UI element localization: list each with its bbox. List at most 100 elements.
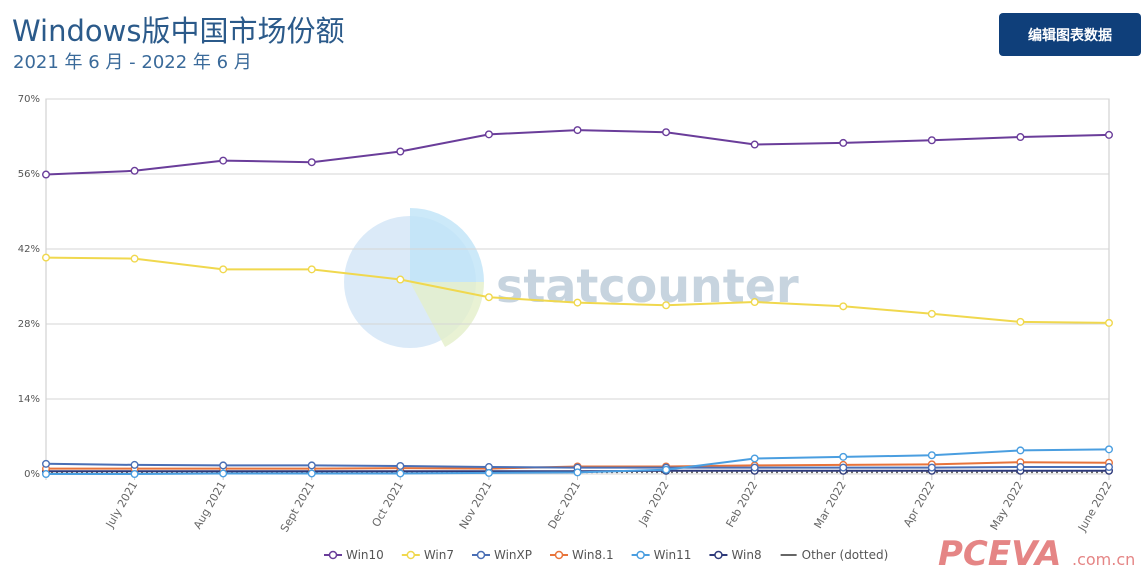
data-point[interactable] [42, 253, 51, 262]
legend-label: Win7 [424, 548, 454, 562]
data-point[interactable] [396, 461, 405, 470]
data-point[interactable] [1104, 463, 1113, 472]
x-axis: July 2021 Aug 2021 Sept 2021 Oct 2021 Nov 20… [45, 474, 1115, 534]
legend-item[interactable]: Win11 [631, 548, 692, 562]
data-point[interactable] [573, 468, 582, 477]
data-point[interactable] [662, 128, 671, 137]
legend-label: WinXP [494, 548, 532, 562]
legend-item[interactable]: Win10 [324, 548, 384, 562]
legend-item[interactable]: Win7 [401, 548, 454, 562]
data-point[interactable] [750, 463, 759, 472]
data-point[interactable] [839, 463, 848, 472]
data-point[interactable] [396, 275, 405, 284]
data-point[interactable] [839, 138, 848, 147]
data-point[interactable] [1016, 463, 1025, 472]
data-point[interactable] [927, 136, 936, 145]
x-tick-label: Mar 2022 [811, 479, 848, 531]
legend-item[interactable]: Win8 [709, 548, 762, 562]
data-point[interactable] [130, 460, 139, 469]
data-point[interactable] [307, 469, 316, 478]
legend-swatch [328, 550, 338, 560]
legend-label: Win8 [731, 548, 761, 562]
data-point[interactable] [662, 465, 671, 474]
pceva-logo-text: PCEVA [938, 534, 1061, 572]
legend-swatch [406, 550, 416, 560]
legend-item[interactable]: WinXP [472, 548, 532, 562]
data-point[interactable] [839, 452, 848, 461]
data-point[interactable] [484, 468, 493, 477]
data-point[interactable] [42, 470, 51, 479]
x-tick-label: Sept 2021 [278, 479, 318, 534]
data-point[interactable] [573, 298, 582, 307]
data-point[interactable] [750, 140, 759, 149]
legend: Win10 Win7 WinXP Win8.1 Win11 Win8 Other (dott… [324, 548, 888, 562]
data-point[interactable] [307, 158, 316, 167]
data-point[interactable] [1104, 318, 1113, 327]
data-point[interactable] [307, 461, 316, 470]
y-axis: 0% 14% 28% 42% 56% 70% [18, 94, 40, 480]
data-point[interactable] [839, 302, 848, 311]
x-tick-label: Apr 2022 [901, 479, 938, 529]
data-point[interactable] [927, 451, 936, 460]
x-tick-label: Oct 2021 [369, 479, 406, 529]
data-point[interactable] [573, 126, 582, 135]
legend-label: Win10 [346, 548, 384, 562]
data-point[interactable] [219, 156, 228, 165]
legend-swatch [636, 550, 645, 560]
data-point[interactable] [219, 469, 228, 478]
legend-item[interactable]: Win8.1 [550, 548, 614, 562]
data-point[interactable] [396, 147, 405, 156]
data-point[interactable] [750, 454, 759, 463]
data-point[interactable] [484, 293, 493, 302]
series-line [45, 129, 1110, 176]
x-tick-label: July 2021 [103, 479, 140, 531]
data-point[interactable] [1016, 317, 1025, 326]
data-point[interactable] [927, 463, 936, 472]
statcounter-logo-slice-icon [410, 208, 484, 282]
statcounter-logo-slice2-icon [410, 282, 484, 347]
data-point[interactable] [130, 166, 139, 175]
data-point[interactable] [1104, 445, 1113, 454]
legend-label: Win8.1 [572, 548, 614, 562]
data-point[interactable] [130, 470, 139, 479]
data-point[interactable] [750, 298, 759, 307]
series-win7 [42, 253, 1113, 327]
legend-swatch [554, 550, 564, 560]
x-tick-label: Feb 2022 [724, 479, 761, 530]
chart-title: Windows版中国市场份额 [12, 14, 345, 48]
series-group [42, 126, 1113, 479]
series-win10 [42, 126, 1113, 179]
data-point[interactable] [219, 265, 228, 274]
data-point[interactable] [1016, 133, 1025, 142]
x-tick-label: Nov 2021 [457, 479, 495, 531]
data-point[interactable] [662, 301, 671, 310]
y-tick-label: 70% [18, 94, 40, 105]
data-point[interactable] [484, 130, 493, 139]
data-point[interactable] [396, 469, 405, 478]
data-point[interactable] [42, 459, 51, 468]
pceva-logo: PCEVA .com.cn [938, 534, 1135, 572]
legend-item[interactable]: Other (dotted) [780, 548, 889, 562]
y-tick-label: 28% [18, 319, 40, 330]
legend-swatch [476, 550, 486, 560]
x-tick-label: June 2022 [1075, 479, 1114, 534]
chart-subtitle: 2021 年 6 月 - 2022 年 6 月 [13, 52, 252, 73]
edit-chart-data-button[interactable]: 编辑图表数据 [999, 13, 1141, 56]
y-tick-label: 14% [18, 394, 40, 405]
x-tick-label: Jan 2022 [636, 479, 672, 528]
x-tick-label: Aug 2021 [191, 479, 229, 531]
series-win11 [42, 445, 1113, 479]
data-point[interactable] [219, 461, 228, 470]
data-point[interactable] [307, 265, 316, 274]
data-point[interactable] [130, 254, 139, 263]
data-point[interactable] [927, 309, 936, 318]
data-point[interactable] [1104, 130, 1113, 139]
data-point[interactable] [42, 170, 51, 179]
pceva-logo-suffix: .com.cn [1072, 550, 1135, 569]
y-tick-label: 42% [18, 244, 40, 255]
x-tick-label: May 2022 [988, 479, 1026, 532]
data-point[interactable] [1016, 446, 1025, 455]
y-tick-label: 0% [24, 469, 40, 480]
y-tick-label: 56% [18, 169, 40, 180]
